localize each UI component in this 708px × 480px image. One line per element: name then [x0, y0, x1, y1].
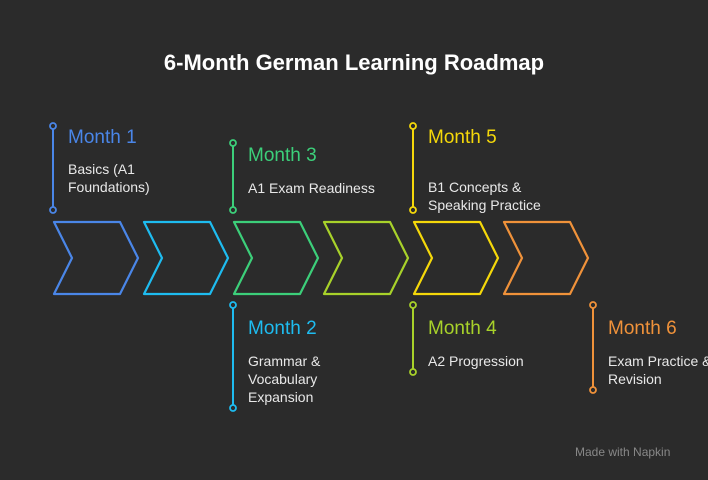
step-description: Exam Practice & Revision: [608, 353, 708, 387]
step-description: A2 Progression: [428, 353, 524, 369]
connector-dot: [229, 206, 237, 214]
connector-dot: [49, 122, 57, 130]
chevron-step-2: [142, 220, 230, 296]
step-title: Month 2: [248, 318, 317, 339]
step-title: Month 5: [428, 127, 497, 148]
page-title: 6-Month German Learning Roadmap: [163, 50, 545, 75]
connector-dot: [589, 386, 597, 394]
chevron-step-5: [412, 220, 500, 296]
connector-dot: [229, 139, 237, 147]
connector-dot: [49, 206, 57, 214]
connector-dot: [229, 301, 237, 309]
step-description: A1 Exam Readiness: [248, 180, 375, 196]
chevron-step-4: [322, 220, 410, 296]
step-description: Basics (A1 Foundations): [68, 161, 150, 195]
step-title: Month 4: [428, 318, 497, 339]
connector-dot: [409, 368, 417, 376]
chevron-step-6: [502, 220, 590, 296]
connector-dot: [229, 404, 237, 412]
step-title: Month 6: [608, 318, 677, 339]
step-title: Month 1: [68, 127, 137, 148]
step-title: Month 3: [248, 145, 317, 166]
step-description: B1 Concepts & Speaking Practice: [428, 179, 541, 213]
connector-dot: [409, 301, 417, 309]
step-description: Grammar & Vocabulary Expansion: [248, 353, 321, 405]
connector-dot: [409, 122, 417, 130]
watermark: Made with Napkin: [575, 445, 671, 459]
connector-dot: [589, 301, 597, 309]
chevron-step-1: [52, 220, 140, 296]
connector-dot: [409, 206, 417, 214]
chevron-step-3: [232, 220, 320, 296]
